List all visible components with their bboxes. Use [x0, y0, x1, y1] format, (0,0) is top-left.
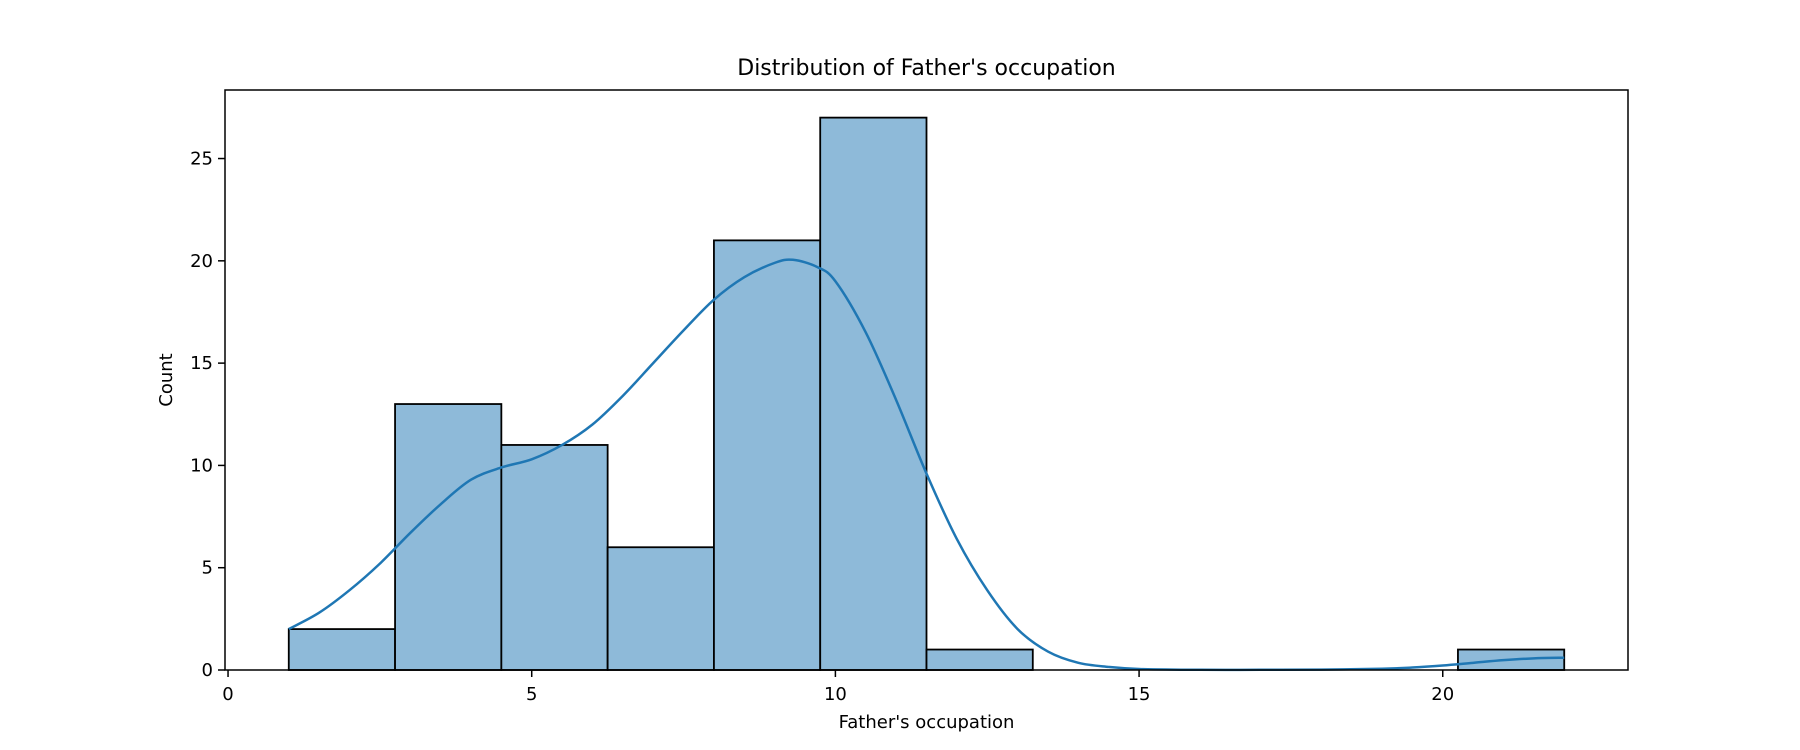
- histogram-bar: [713, 239, 822, 671]
- bars-layer: [287, 116, 1566, 671]
- chart-title: Distribution of Father's occupation: [737, 56, 1116, 81]
- y-tick-label: 5: [202, 558, 213, 579]
- y-tick-label: 25: [190, 149, 213, 170]
- x-tick-label: 10: [824, 684, 847, 705]
- histogram-bar: [819, 116, 928, 671]
- histogram-bar: [500, 444, 609, 671]
- y-axis-label: Count: [156, 353, 177, 406]
- y-tick-label: 20: [190, 251, 213, 272]
- x-tick-label: 0: [222, 684, 233, 705]
- histogram-bar: [925, 648, 1034, 671]
- histogram-bar: [606, 546, 715, 671]
- y-tick-label: 15: [190, 353, 213, 374]
- x-tick-label: 15: [1128, 684, 1151, 705]
- histogram-bar: [394, 403, 503, 671]
- x-tick-label: 5: [526, 684, 537, 705]
- x-tick-label: 20: [1431, 684, 1454, 705]
- axes-frame: [224, 89, 1629, 671]
- histogram-bar: [287, 628, 396, 671]
- x-axis-label: Father's occupation: [839, 712, 1015, 733]
- y-tick-label: 0: [202, 660, 213, 681]
- y-tick-label: 10: [190, 455, 213, 476]
- x-axis-ticks: 0 5 10 15 20: [222, 670, 1454, 705]
- y-axis-ticks: 0 5 10 15 20 25: [190, 149, 225, 681]
